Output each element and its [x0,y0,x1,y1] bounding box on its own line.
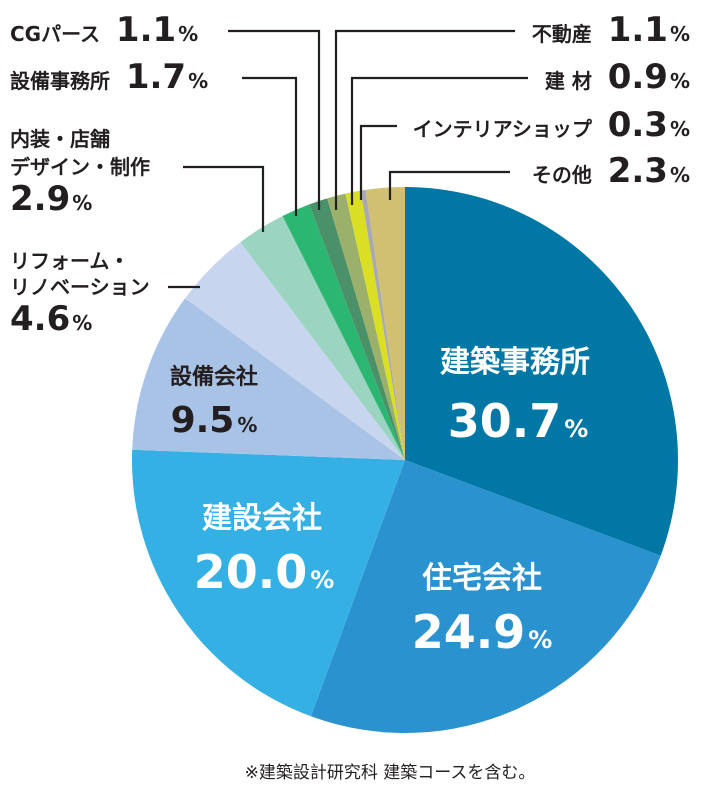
pie-slice-4 [185,242,405,460]
slice-value-4: 4.6% [10,299,92,339]
pie-slice-3 [132,298,405,460]
pie-slice-2 [131,449,405,717]
pie-slice-0 [405,187,678,556]
pie-slice-10 [360,189,405,461]
slice-label-5b: デザイン・制作 [10,155,150,179]
leader-line-1 [242,76,298,216]
slice-label-3: 設備会社 [170,364,258,390]
slice-label-2: 建設会社 [202,501,322,536]
slice-value-0: 30.7% [448,394,589,448]
slice-label-5a: 内装・店舗 [10,127,110,151]
leader-line-5 [350,76,528,205]
pie-slice-7 [309,198,405,460]
pie-slice-1 [310,460,661,733]
pie-slice-6 [282,204,405,460]
leader-line-4 [334,29,515,210]
slice-label-6: 設備事務所 1.7% [10,57,208,97]
leader-line-2 [183,165,265,232]
pie-slice-11 [365,187,405,460]
slice-value-5: 2.9% [10,179,92,219]
slice-value-2: 20.0% [194,545,335,599]
leader-line-0 [228,29,321,210]
slice-label-8: 不動産 1.1% [532,10,690,50]
pie-slice-8 [327,193,405,461]
slice-value-3: 9.5% [171,400,258,441]
slice-label-7: CGパース 1.1% [10,10,198,50]
slice-label-4a: リフォーム・ [10,249,129,273]
leader-line-6 [359,124,397,200]
slice-label-1: 住宅会社 [422,561,542,596]
slice-value-1: 24.9% [412,605,553,659]
slice-label-0: 建築事務所 [440,345,590,380]
slice-label-11: その他 2.3% [532,151,690,191]
slice-label-9: 建 材 0.9% [545,57,690,97]
slice-label-4b: リノベーション [10,275,150,299]
pie-slice-5 [240,215,405,460]
slice-label-10: インテリアショップ 0.3% [413,105,690,145]
pie-slice-9 [345,190,405,460]
leader-line-7 [388,170,510,200]
footnote: ※建築設計研究科 建築コースを含む。 [245,763,536,783]
